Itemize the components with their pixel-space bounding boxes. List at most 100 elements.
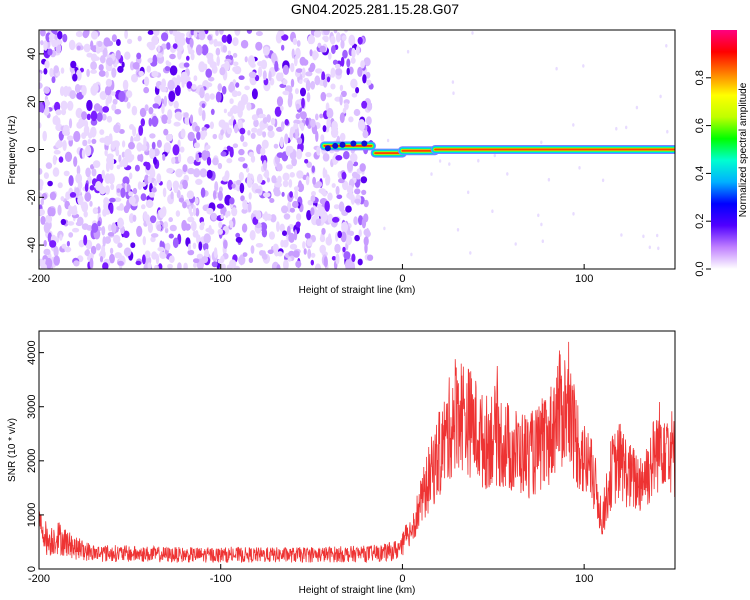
noise-blob: [47, 206, 53, 217]
noise-blob: [179, 146, 185, 153]
noise-blob: [151, 251, 158, 260]
noise-blob: [506, 172, 509, 176]
noise-blob: [151, 70, 159, 78]
noise-blob: [294, 229, 298, 241]
y-tick-label: 0: [26, 146, 38, 152]
noise-blob: [140, 144, 148, 151]
noise-blob: [163, 128, 169, 136]
noise-blob: [178, 153, 182, 163]
noise-blob: [346, 160, 354, 172]
noise-blob: [130, 242, 136, 249]
noise-blob: [99, 129, 105, 136]
noise-blob: [203, 233, 211, 244]
noise-blob: [156, 224, 162, 232]
noise-blob: [318, 188, 326, 194]
noise-blob: [159, 250, 167, 259]
y-tick-label: 4000: [26, 340, 38, 364]
noise-blob: [262, 131, 267, 138]
noise-blob: [109, 203, 114, 214]
noise-blob: [183, 112, 189, 118]
noise-blob: [315, 130, 319, 142]
noise-blob: [88, 252, 94, 260]
noise-blob: [271, 52, 277, 64]
noise-blob: [289, 191, 293, 198]
noise-blob: [276, 72, 281, 79]
noise-blob: [363, 57, 371, 67]
noise-blob: [296, 137, 303, 145]
noise-blob: [231, 183, 236, 189]
noise-blob: [72, 73, 78, 82]
snr-series-line: [39, 341, 675, 564]
noise-blob: [236, 91, 242, 97]
noise-blob: [104, 185, 110, 195]
noise-blob: [52, 167, 60, 177]
noise-blob: [267, 130, 275, 139]
noise-blob: [289, 243, 298, 250]
page-title: GN04.2025.281.15.28.G07: [290, 1, 460, 17]
noise-blob: [215, 30, 219, 36]
noise-blob: [117, 65, 124, 73]
noise-blob: [122, 176, 130, 186]
noise-blob: [215, 47, 221, 56]
noise-blob: [305, 151, 312, 158]
noise-blob: [114, 108, 122, 115]
noise-blob: [174, 31, 182, 43]
noise-blob: [217, 228, 223, 235]
noise-blob: [150, 236, 156, 243]
signal-dot: [324, 145, 331, 152]
noise-blob: [299, 79, 303, 85]
noise-blob: [339, 132, 346, 142]
noise-blob: [166, 118, 172, 124]
noise-blob: [253, 119, 259, 128]
noise-blob: [187, 216, 195, 223]
noise-blob: [348, 230, 355, 236]
noise-blob: [456, 228, 460, 232]
noise-blob: [302, 241, 306, 250]
spectrogram-noise-layer: [39, 30, 669, 269]
noise-blob: [117, 217, 124, 229]
noise-blob: [97, 206, 101, 215]
snr-y-axis-title: SNR (10 * v/v): [7, 418, 18, 482]
noise-blob: [53, 65, 59, 74]
noise-blob: [121, 140, 126, 148]
noise-blob: [176, 189, 181, 199]
noise-blob: [68, 39, 76, 51]
noise-blob: [299, 112, 305, 117]
noise-blob: [250, 245, 255, 254]
noise-blob: [176, 74, 181, 86]
noise-blob: [132, 214, 137, 222]
noise-blob: [143, 136, 147, 147]
noise-blob: [235, 236, 243, 243]
noise-blob: [246, 30, 252, 34]
noise-blob: [572, 212, 575, 216]
noise-blob: [262, 116, 268, 124]
x-tick-label: -200: [28, 573, 50, 585]
noise-blob: [161, 32, 169, 42]
noise-blob: [281, 205, 289, 214]
noise-blob: [254, 188, 262, 194]
snr-series-layer: [39, 341, 675, 564]
noise-blob: [63, 170, 70, 177]
noise-blob: [152, 54, 158, 66]
noise-blob: [255, 41, 263, 51]
noise-blob: [262, 70, 267, 81]
x-tick-label: 100: [575, 573, 593, 585]
noise-blob: [89, 200, 93, 207]
noise-blob: [540, 140, 543, 145]
colorbar-axis: 0.0 0.2 0.4 0.6 0.8: [694, 70, 711, 277]
noise-blob: [258, 113, 266, 119]
colorbar-tick-label: 0.2: [694, 214, 706, 229]
noise-blob: [322, 125, 327, 133]
noise-blob: [262, 213, 269, 220]
noise-blob: [147, 262, 152, 269]
noise-blob: [54, 101, 61, 112]
noise-blob: [138, 70, 144, 77]
noise-blob: [132, 126, 137, 137]
noise-blob: [615, 126, 618, 131]
noise-blob: [68, 205, 72, 211]
noise-blob: [239, 127, 246, 135]
noise-blob: [310, 252, 316, 258]
noise-blob: [266, 177, 270, 183]
noise-blob: [233, 265, 240, 269]
noise-blob: [201, 103, 206, 109]
